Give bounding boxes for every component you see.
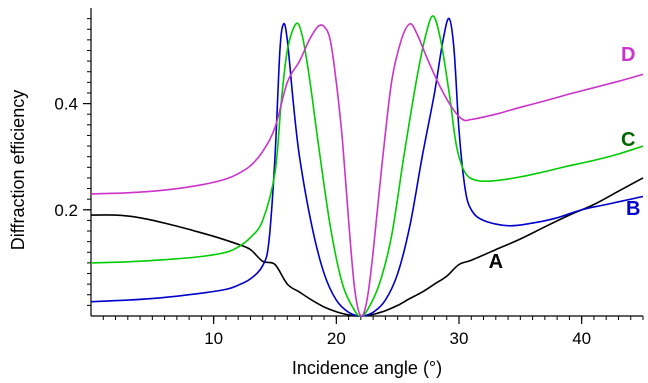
y-tick-label: 0.4 <box>54 95 78 114</box>
series-label-b: B <box>626 198 640 220</box>
series-label-c: C <box>621 129 635 151</box>
x-tick-label: 10 <box>204 329 223 348</box>
major-ticks <box>83 102 583 324</box>
y-axis-title: Diffraction efficiency <box>8 90 28 250</box>
x-tick-label: 40 <box>572 329 591 348</box>
series-lines <box>90 15 644 318</box>
minor-ticks <box>87 18 644 320</box>
x-tick-label: 20 <box>327 329 346 348</box>
series-labels: A B C D <box>489 44 641 273</box>
y-tick-label: 0.2 <box>54 201 78 220</box>
axes <box>83 8 644 324</box>
series-line-a <box>90 177 644 317</box>
series-line-c <box>90 15 644 317</box>
x-tick-label: 30 <box>450 329 469 348</box>
series-label-d: D <box>621 44 635 66</box>
series-line-d <box>90 23 644 318</box>
series-label-a: A <box>489 251 503 273</box>
x-axis-title: Incidence angle (°) <box>292 358 442 378</box>
tick-labels: 10 20 30 40 0.2 0.4 <box>54 95 591 348</box>
